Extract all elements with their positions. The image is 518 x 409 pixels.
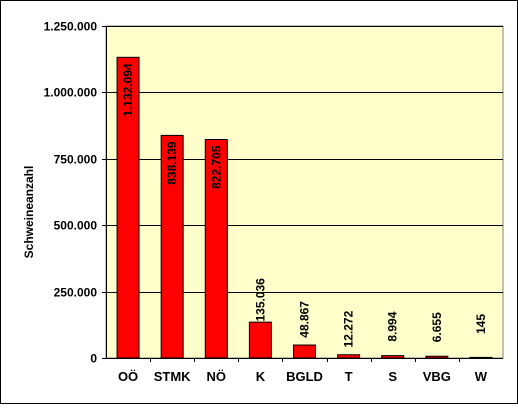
category-labels: OÖ STMK NÖ K BGLD T S VBG W [118, 358, 488, 384]
category-label: S [388, 369, 397, 384]
y-tick-label: 500.000 [54, 219, 98, 233]
data-label: 135.036 [253, 278, 267, 322]
data-label: 1.132.094 [121, 63, 135, 117]
y-axis-title: Schweineanzahl [22, 166, 36, 259]
data-label: 822.705 [209, 145, 223, 189]
bar-bgld [293, 344, 316, 359]
category-label: STMK [154, 369, 191, 384]
category-label: OÖ [118, 369, 138, 384]
data-label: 838.139 [165, 141, 179, 185]
y-axis-ticks: 0 250.000 500.000 750.000 1.000.000 1.250.000 [44, 20, 106, 366]
category-label: VBG [423, 369, 451, 384]
bar-s [381, 355, 405, 359]
category-label: T [345, 369, 353, 384]
data-label: 12.272 [342, 310, 356, 347]
data-label: 145 [474, 314, 488, 334]
bar-t [337, 354, 361, 359]
bars [116, 56, 493, 359]
category-label: W [475, 369, 488, 384]
category-label: NÖ [207, 369, 227, 384]
data-label: 8.994 [386, 311, 400, 341]
y-tick-label: 1.000.000 [44, 86, 98, 100]
bar-vbg [425, 355, 449, 359]
data-labels: 1.132.094 838.139 822.705 135.036 48.867 12.2… [121, 63, 488, 347]
bar-w [469, 356, 493, 359]
data-label: 6.655 [430, 312, 444, 342]
y-tick-label: 250.000 [54, 286, 98, 300]
y-tick-label: 0 [90, 352, 97, 366]
bar-k [248, 321, 272, 359]
data-label: 48.867 [298, 301, 312, 338]
category-label: K [256, 369, 266, 384]
y-tick-label: 750.000 [54, 153, 98, 167]
y-tick-label: 1.250.000 [44, 20, 98, 34]
category-label: BGLD [286, 369, 323, 384]
